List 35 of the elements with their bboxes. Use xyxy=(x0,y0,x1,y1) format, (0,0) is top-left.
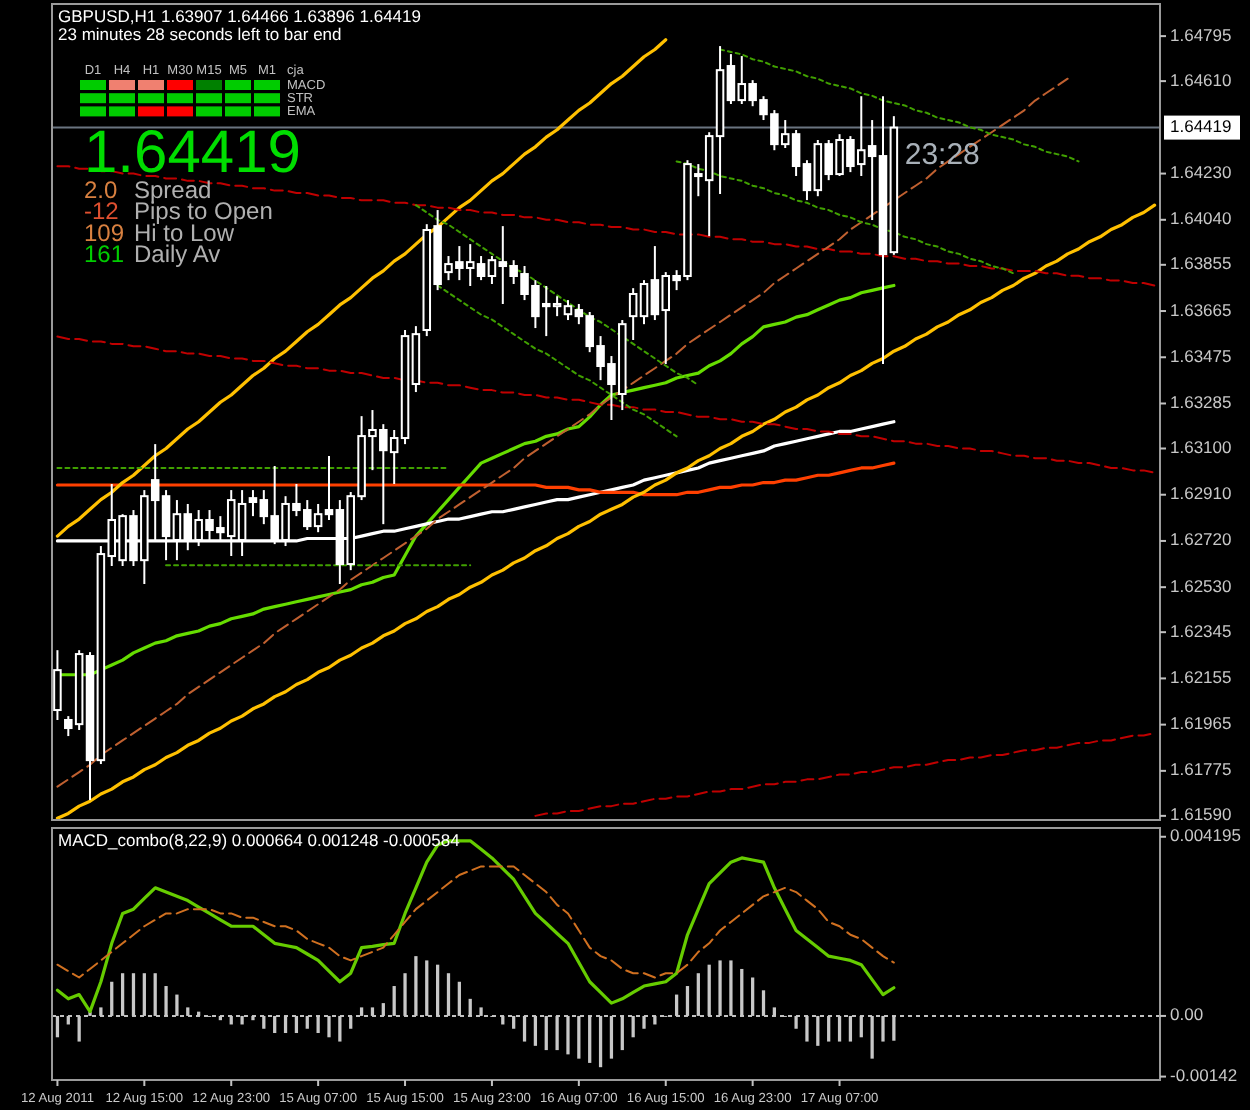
line-series xyxy=(55,38,668,538)
y-tick-label: 1.62155 xyxy=(1170,666,1232,687)
line-series xyxy=(719,48,1080,163)
line-series xyxy=(534,732,1156,817)
candlestick xyxy=(53,649,62,722)
y-tick-label: 0.00 xyxy=(1170,1004,1204,1025)
y-tick-label: -0.00142 xyxy=(1170,1065,1238,1086)
chart-title: GBPUSD,H1 1.63907 1.64466 1.63896 1.64419 xyxy=(58,6,422,26)
y-tick-label: 1.61965 xyxy=(1170,713,1232,734)
y-tick-label: 1.62345 xyxy=(1170,620,1232,641)
line-series xyxy=(56,335,1156,474)
y-tick-label: 1.63285 xyxy=(1170,391,1232,412)
line-series xyxy=(55,203,1157,820)
line-series xyxy=(414,204,700,387)
chart-title: MACD_combo(8,22,9) 0.000664 0.001248 -0.000584 xyxy=(58,830,461,850)
annotation: 23:28 xyxy=(904,137,980,172)
y-tick-label: 1.63665 xyxy=(1170,299,1232,320)
y-tick-label: 1.63475 xyxy=(1170,345,1232,366)
y-tick-label: 1.64795 xyxy=(1170,24,1232,45)
y-tick-label: 1.62530 xyxy=(1170,575,1232,596)
y-tick-label: 1.64610 xyxy=(1170,69,1232,90)
y-tick-label: 1.61590 xyxy=(1170,804,1232,825)
y-tick-label: 1.64040 xyxy=(1170,208,1232,229)
y-tick-label: 1.63100 xyxy=(1170,436,1232,457)
y-tick-label: 1.62910 xyxy=(1170,483,1232,504)
annotation: Daily Av xyxy=(134,240,221,269)
y-tick-label: 1.62720 xyxy=(1170,529,1232,550)
ref-line-label: 1.64419 xyxy=(1170,116,1232,137)
y-tick-label: 1.61775 xyxy=(1170,759,1232,780)
y-tick-label: 1.64230 xyxy=(1170,162,1232,183)
text: 23 minutes 28 seconds left to bar end xyxy=(58,24,343,44)
line-series xyxy=(56,77,1069,788)
y-tick-label: 1.63855 xyxy=(1170,253,1232,274)
line-series xyxy=(56,865,895,979)
y-tick-label: 0.004195 xyxy=(1170,825,1242,846)
